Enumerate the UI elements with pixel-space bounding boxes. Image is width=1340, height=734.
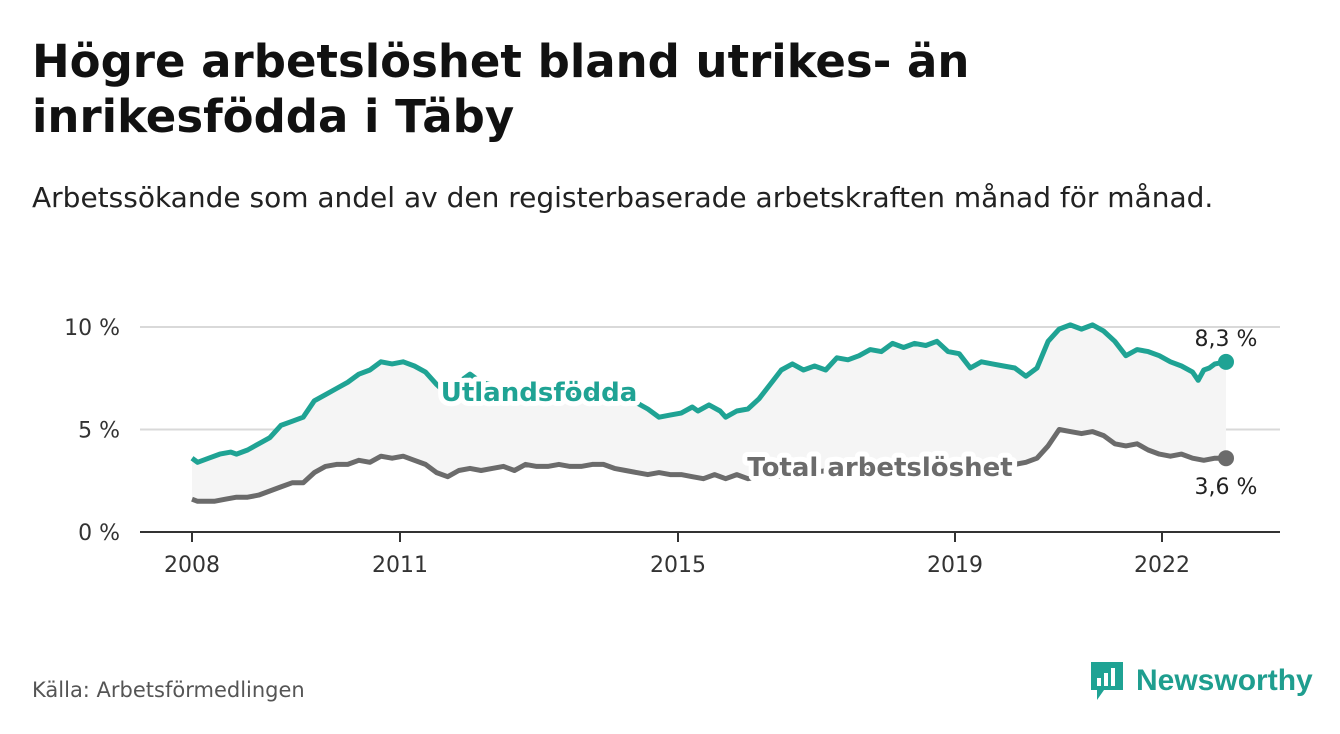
series-label-utlandsfodda: Utlandsfödda — [441, 378, 638, 408]
series-label-total-halo: Total arbetslöshet — [747, 453, 1012, 483]
x-tick-label: 2011 — [372, 553, 428, 578]
x-tick-label: 2008 — [164, 553, 220, 578]
chart-subtitle: Arbetssökande som andel av den registerb… — [32, 181, 1214, 214]
x-tick-label: 2019 — [927, 553, 983, 578]
brand-name: Newsworthy — [1136, 664, 1313, 697]
newsworthy-logo-icon — [1091, 662, 1123, 700]
x-tick-label: 2015 — [650, 553, 706, 578]
series-end-dot-total — [1218, 450, 1234, 467]
end-label-utlandsfodda: 8,3 % — [1195, 327, 1258, 352]
end-label-total: 3,6 % — [1195, 475, 1258, 500]
series-label-utlandsfodda-halo: Utlandsfödda — [441, 378, 638, 408]
axes: 0 % 5 % 10 % 2008 2011 2015 2019 2022 — [64, 316, 1280, 578]
line-chart: 0 % 5 % 10 % 2008 2011 2015 2019 2022 8,3 % 3,6 … — [64, 316, 1280, 578]
series-line-utlandsfodda — [190, 322, 1227, 465]
series-line-total — [191, 427, 1226, 504]
series-label-total: Total arbetslöshet — [747, 453, 1012, 483]
y-tick-label: 0 % — [78, 521, 120, 546]
series-end-dot-utlandsfodda — [1218, 353, 1234, 370]
y-tick-label: 10 % — [64, 316, 120, 341]
series-lines — [190, 322, 1234, 504]
x-tick-label: 2022 — [1134, 553, 1190, 578]
y-tick-label: 5 % — [78, 419, 120, 444]
chart-title: Högre arbetslöshet bland utrikes- än inr… — [32, 35, 970, 143]
range-band — [192, 324, 1226, 502]
brand-logo: Newsworthy — [1088, 660, 1313, 702]
source-note: Källa: Arbetsförmedlingen — [32, 678, 305, 702]
